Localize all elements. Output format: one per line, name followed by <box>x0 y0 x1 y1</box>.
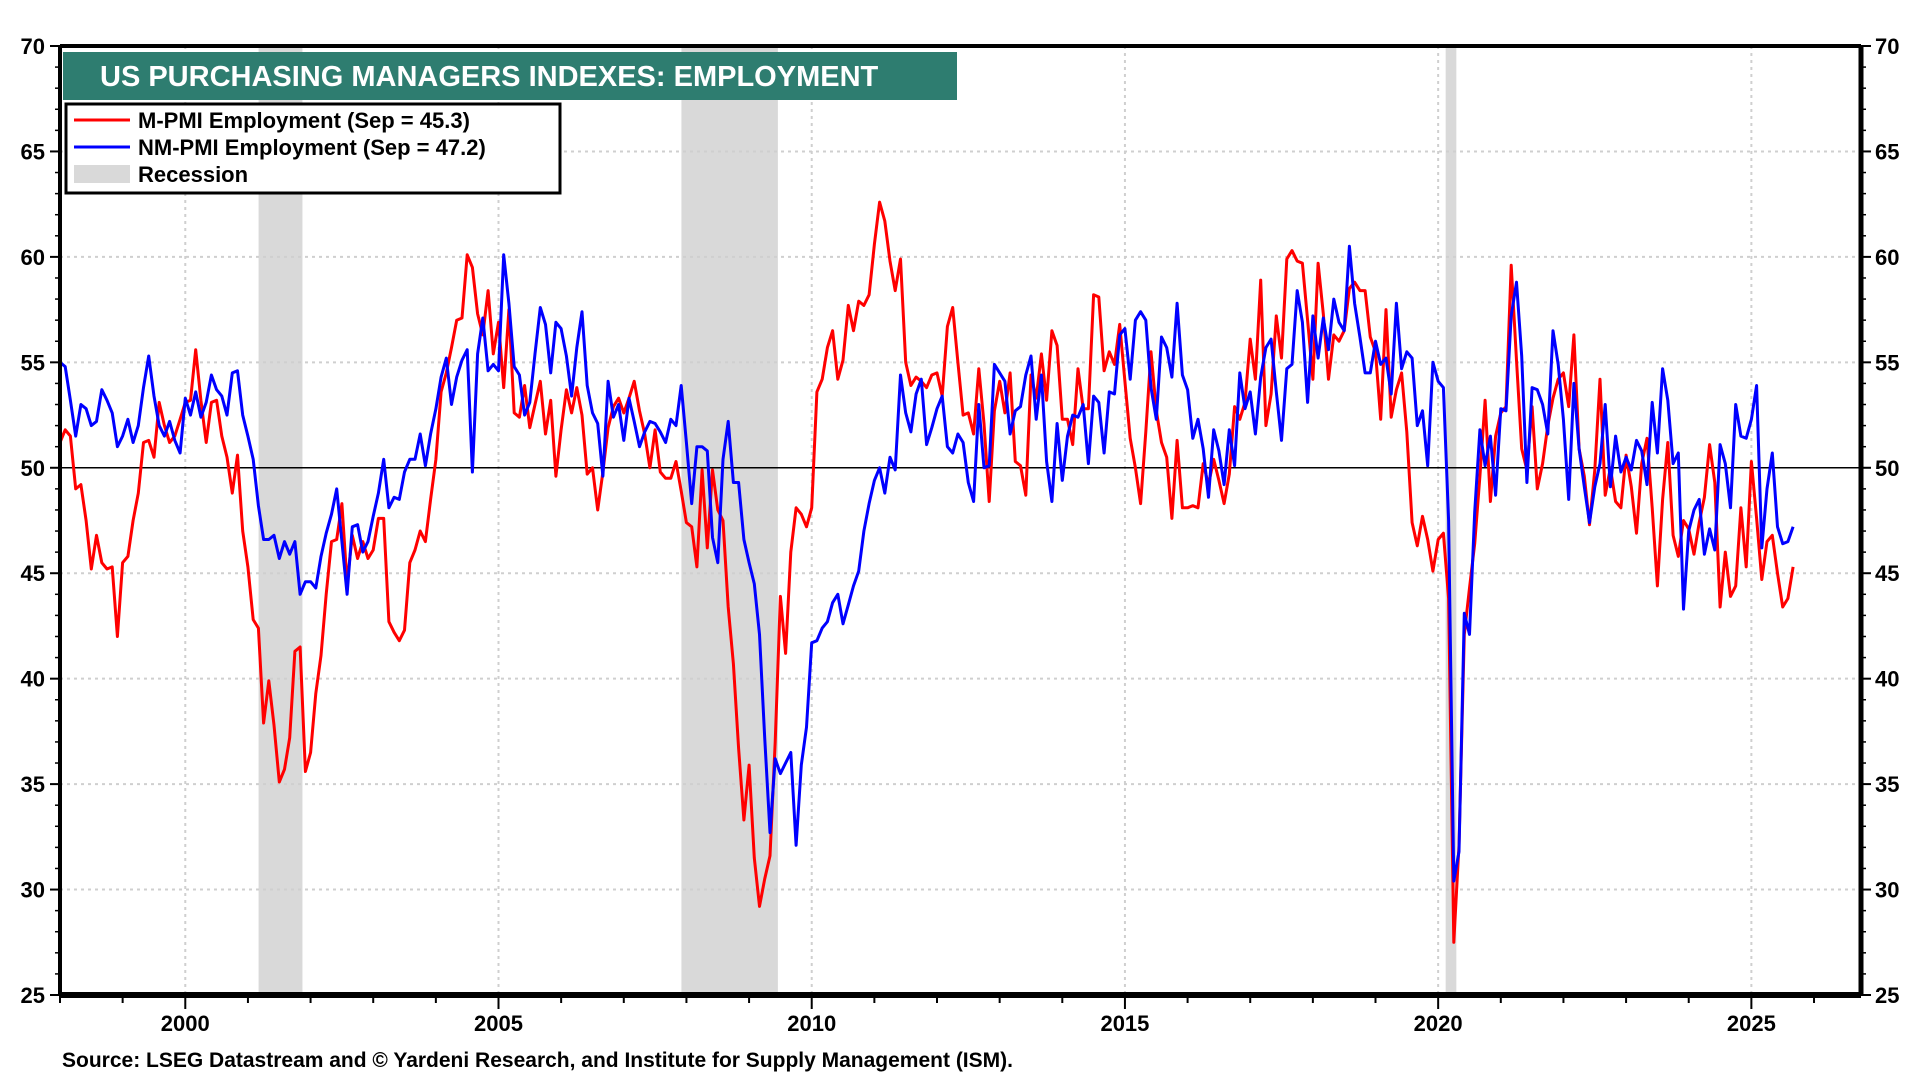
x-tick-label: 2005 <box>474 1011 523 1036</box>
source-note: Source: LSEG Datastream and © Yardeni Re… <box>62 1049 1013 1072</box>
legend-swatch-recession <box>74 165 130 183</box>
legend-label-recession: Recession <box>138 162 248 187</box>
y-tick-label-right: 45 <box>1875 561 1899 586</box>
y-tick-label-left: 55 <box>21 350 45 375</box>
recession-band-1 <box>258 46 303 995</box>
axes <box>58 44 1864 998</box>
y-axis-right: 25 30 35 40 45 50 55 60 65 70 <box>1861 34 1899 1008</box>
legend-box <box>64 102 562 195</box>
recession-band-3 <box>1445 46 1457 995</box>
chart-title: US PURCHASING MANAGERS INDEXES: EMPLOYME… <box>100 61 879 93</box>
y-tick-label-left: 70 <box>21 34 45 59</box>
y-tick-label-right: 70 <box>1875 34 1899 59</box>
y-tick-label-left: 50 <box>21 456 45 481</box>
y-tick-label-left: 60 <box>21 245 45 270</box>
legend-label-nm-pmi: NM-PMI Employment (Sep = 47.2) <box>138 135 486 160</box>
recession-shading <box>258 46 1457 995</box>
y-tick-label-right: 30 <box>1875 878 1899 903</box>
title-banner: US PURCHASING MANAGERS INDEXES: EMPLOYME… <box>63 52 957 100</box>
y-tick-label-right: 60 <box>1875 245 1899 270</box>
y-tick-label-left: 65 <box>21 139 45 164</box>
title-background <box>63 52 957 100</box>
x-tick-label: 2015 <box>1100 1011 1149 1036</box>
y-tick-label-left: 35 <box>21 772 45 797</box>
legend: M-PMI Employment (Sep = 45.3) NM-PMI Emp… <box>64 102 562 195</box>
x-tick-label: 2025 <box>1727 1011 1776 1036</box>
y-tick-label-right: 55 <box>1875 350 1899 375</box>
x-tick-label: 2010 <box>787 1011 836 1036</box>
y-tick-label-right: 50 <box>1875 456 1899 481</box>
gridlines <box>60 46 1861 995</box>
x-tick-label: 2000 <box>161 1011 210 1036</box>
legend-label-m-pmi: M-PMI Employment (Sep = 45.3) <box>138 108 470 133</box>
x-tick-label: 2020 <box>1414 1011 1463 1036</box>
y-tick-label-right: 35 <box>1875 772 1899 797</box>
y-tick-label-left: 25 <box>21 983 45 1008</box>
recession-band-2 <box>681 46 778 995</box>
y-tick-label-left: 40 <box>21 667 45 692</box>
y-tick-label-right: 25 <box>1875 983 1899 1008</box>
series-lines <box>58 200 1795 944</box>
y-axis-left: 25 30 35 40 45 50 55 60 65 70 <box>21 34 60 1008</box>
x-axis: 2000 2005 2010 2015 2020 2025 <box>59 995 1816 1036</box>
y-tick-label-right: 40 <box>1875 667 1899 692</box>
y-tick-label-left: 45 <box>21 561 45 586</box>
series-line-nm-pmi <box>59 244 1795 883</box>
y-tick-label-right: 65 <box>1875 139 1899 164</box>
y-tick-label-left: 30 <box>21 878 45 903</box>
